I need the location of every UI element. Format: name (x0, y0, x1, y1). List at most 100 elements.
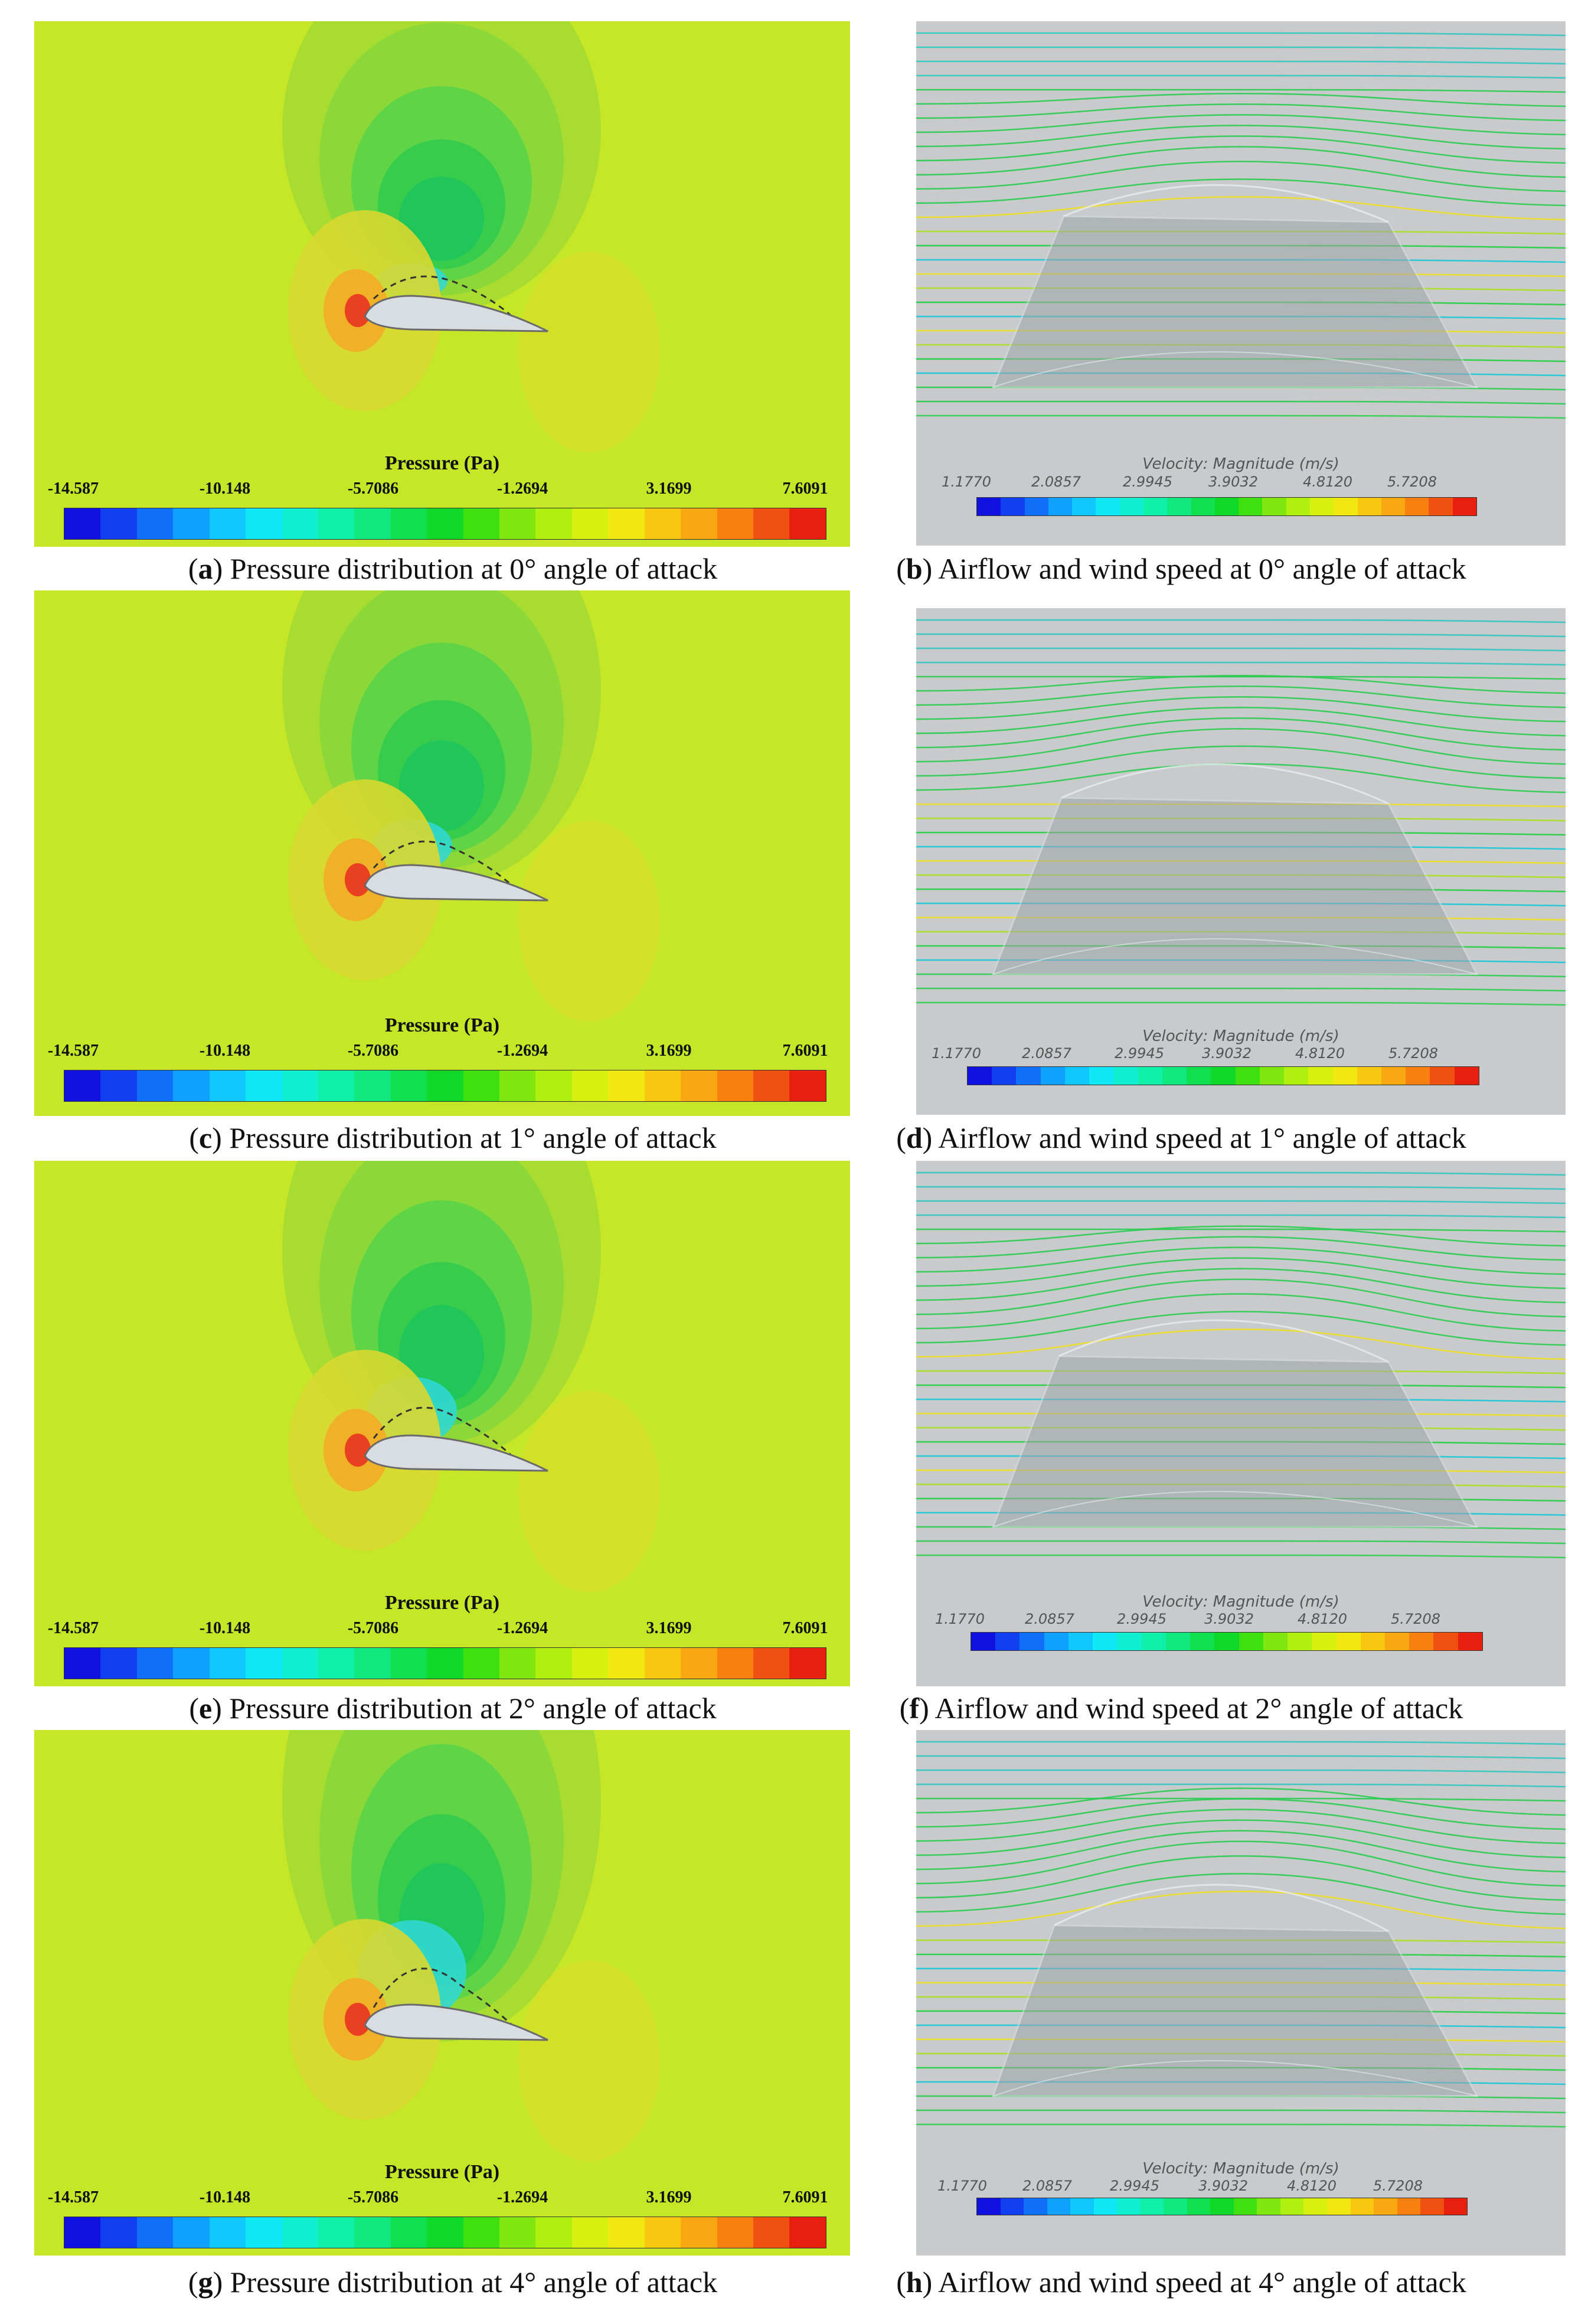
colorbar-swatch (1433, 1633, 1458, 1650)
streamline (916, 1819, 1566, 1859)
colorbar-swatch (246, 1648, 282, 1679)
colorbar-swatch (681, 1070, 717, 1101)
streamline (916, 661, 1566, 666)
streamline (916, 674, 1566, 694)
colorbar-swatch (789, 508, 826, 539)
colorbar-swatch (318, 2217, 355, 2248)
wing-top-edge (1063, 184, 1389, 223)
velocity-tick: 4.8120 (1303, 474, 1352, 490)
pressure-field (34, 21, 850, 547)
colorbar-swatch (753, 1070, 790, 1101)
colorbar-swatch (354, 1648, 391, 1679)
streamline (916, 696, 1566, 723)
velocity-legend-ticks: 1.1770 2.0857 2.9945 3.9032 4.8120 5.720… (916, 474, 1566, 494)
wing-bottom-edge (992, 938, 1478, 975)
streamline (916, 60, 1566, 65)
colorbar-swatch (644, 1070, 681, 1101)
colorbar-swatch (1089, 1067, 1114, 1085)
velocity-tick: 2.0857 (1022, 2178, 1072, 2194)
pressure-tick: -14.587 (47, 1619, 99, 1637)
colorbar-swatch (1452, 498, 1476, 515)
panel-c-pressure: Pressure (Pa) -14.587 -10.148 -5.7086 -1… (34, 590, 850, 1116)
colorbar-swatch (463, 1070, 500, 1101)
colorbar-swatch (1048, 498, 1073, 515)
velocity-tick: 5.7208 (1387, 474, 1437, 490)
caption-label: d (906, 1121, 923, 1154)
velocity-legend-ticks: 1.1770 2.0857 2.9945 3.9032 4.8120 5.720… (916, 2178, 1566, 2198)
boundary-dashed-line (372, 275, 519, 324)
colorbar-swatch (1138, 1067, 1162, 1085)
streamline (916, 1769, 1566, 1774)
airfoil (364, 1434, 548, 1472)
colorbar-swatch (64, 508, 101, 539)
caption-text: Pressure distribution at 0° angle of att… (230, 552, 718, 585)
colorbar-swatch (1454, 1067, 1479, 1085)
streamline (916, 619, 1566, 624)
streamline (916, 1855, 1566, 1901)
colorbar-swatch (571, 508, 609, 539)
colorbar-swatch (1064, 1067, 1090, 1085)
colorbar-swatch (354, 1070, 391, 1101)
colorbar-swatch (1374, 2198, 1397, 2215)
pressure-legend-title: Pressure (Pa) (384, 1592, 500, 1614)
colorbar-swatch (1119, 498, 1143, 515)
colorbar-swatch (1443, 2198, 1468, 2215)
pressure-tick: -14.587 (47, 1042, 99, 1060)
colorbar-swatch (100, 1648, 137, 1679)
colorbar-swatch (1259, 1067, 1285, 1085)
colorbar-swatch (571, 1648, 609, 1679)
streamline (916, 46, 1566, 51)
velocity-legend-title: Velocity: Magnitude (m/s) (1142, 2160, 1339, 2178)
pressure-tick: 7.6091 (782, 479, 828, 498)
wing-bottom-edge (992, 2060, 1478, 2097)
velocity-field (916, 1730, 1566, 2256)
colorbar-swatch (318, 1648, 355, 1679)
colorbar-swatch (1211, 1067, 1236, 1085)
colorbar-swatch (1233, 2198, 1257, 2215)
pressure-field (34, 1730, 850, 2256)
colorbar-swatch (608, 508, 645, 539)
streamline (916, 1329, 1566, 1360)
velocity-colorbar (976, 497, 1477, 516)
streamline (916, 196, 1566, 221)
velocity-tick: 2.9945 (1110, 2178, 1159, 2194)
colorbar-swatch (1303, 2198, 1327, 2215)
colorbar-swatch (535, 1070, 572, 1101)
colorbar-swatch (209, 1648, 246, 1679)
velocity-tick: 5.7208 (1391, 1611, 1440, 1627)
colorbar-swatch (1239, 1633, 1263, 1650)
colorbar-swatch (1162, 1067, 1187, 1085)
velocity-tick: 5.7208 (1373, 2178, 1423, 2194)
colorbar-swatch (1262, 498, 1286, 515)
colorbar-swatch (1044, 1633, 1068, 1650)
pressure-colorbar (64, 1070, 826, 1102)
colorbar-swatch (1381, 1067, 1406, 1085)
colorbar-swatch (644, 1648, 681, 1679)
colorbar-swatch (100, 1070, 137, 1101)
colorbar-swatch (717, 1070, 754, 1101)
colorbar-swatch (681, 1648, 717, 1679)
streamline (916, 1741, 1566, 1745)
colorbar-swatch (1350, 2198, 1374, 2215)
pressure-tick: 7.6091 (782, 1619, 828, 1637)
low-pressure-zone (399, 177, 484, 261)
streamline (916, 103, 1566, 122)
pressure-legend-ticks: -14.587 -10.148 -5.7086 -1.2694 3.1699 7… (34, 1042, 850, 1065)
streamline (916, 161, 1566, 192)
streamline (916, 1830, 1566, 1873)
stagnation-core (345, 863, 371, 896)
colorbar-swatch (1406, 1067, 1430, 1085)
streamline (916, 1278, 1566, 1318)
colorbar-swatch (1409, 1633, 1434, 1650)
colorbar-swatch (427, 2217, 463, 2248)
low-pressure-zone (399, 740, 484, 832)
velocity-colorbar (976, 2198, 1468, 2215)
colorbar-swatch (1284, 1067, 1309, 1085)
colorbar-swatch (64, 1070, 101, 1101)
velocity-tick: 2.9945 (1123, 474, 1172, 490)
colorbar-swatch (499, 508, 536, 539)
colorbar-swatch (717, 1648, 754, 1679)
colorbar-swatch (1016, 1067, 1041, 1085)
colorbar-swatch (427, 508, 463, 539)
colorbar-swatch (535, 1648, 572, 1679)
